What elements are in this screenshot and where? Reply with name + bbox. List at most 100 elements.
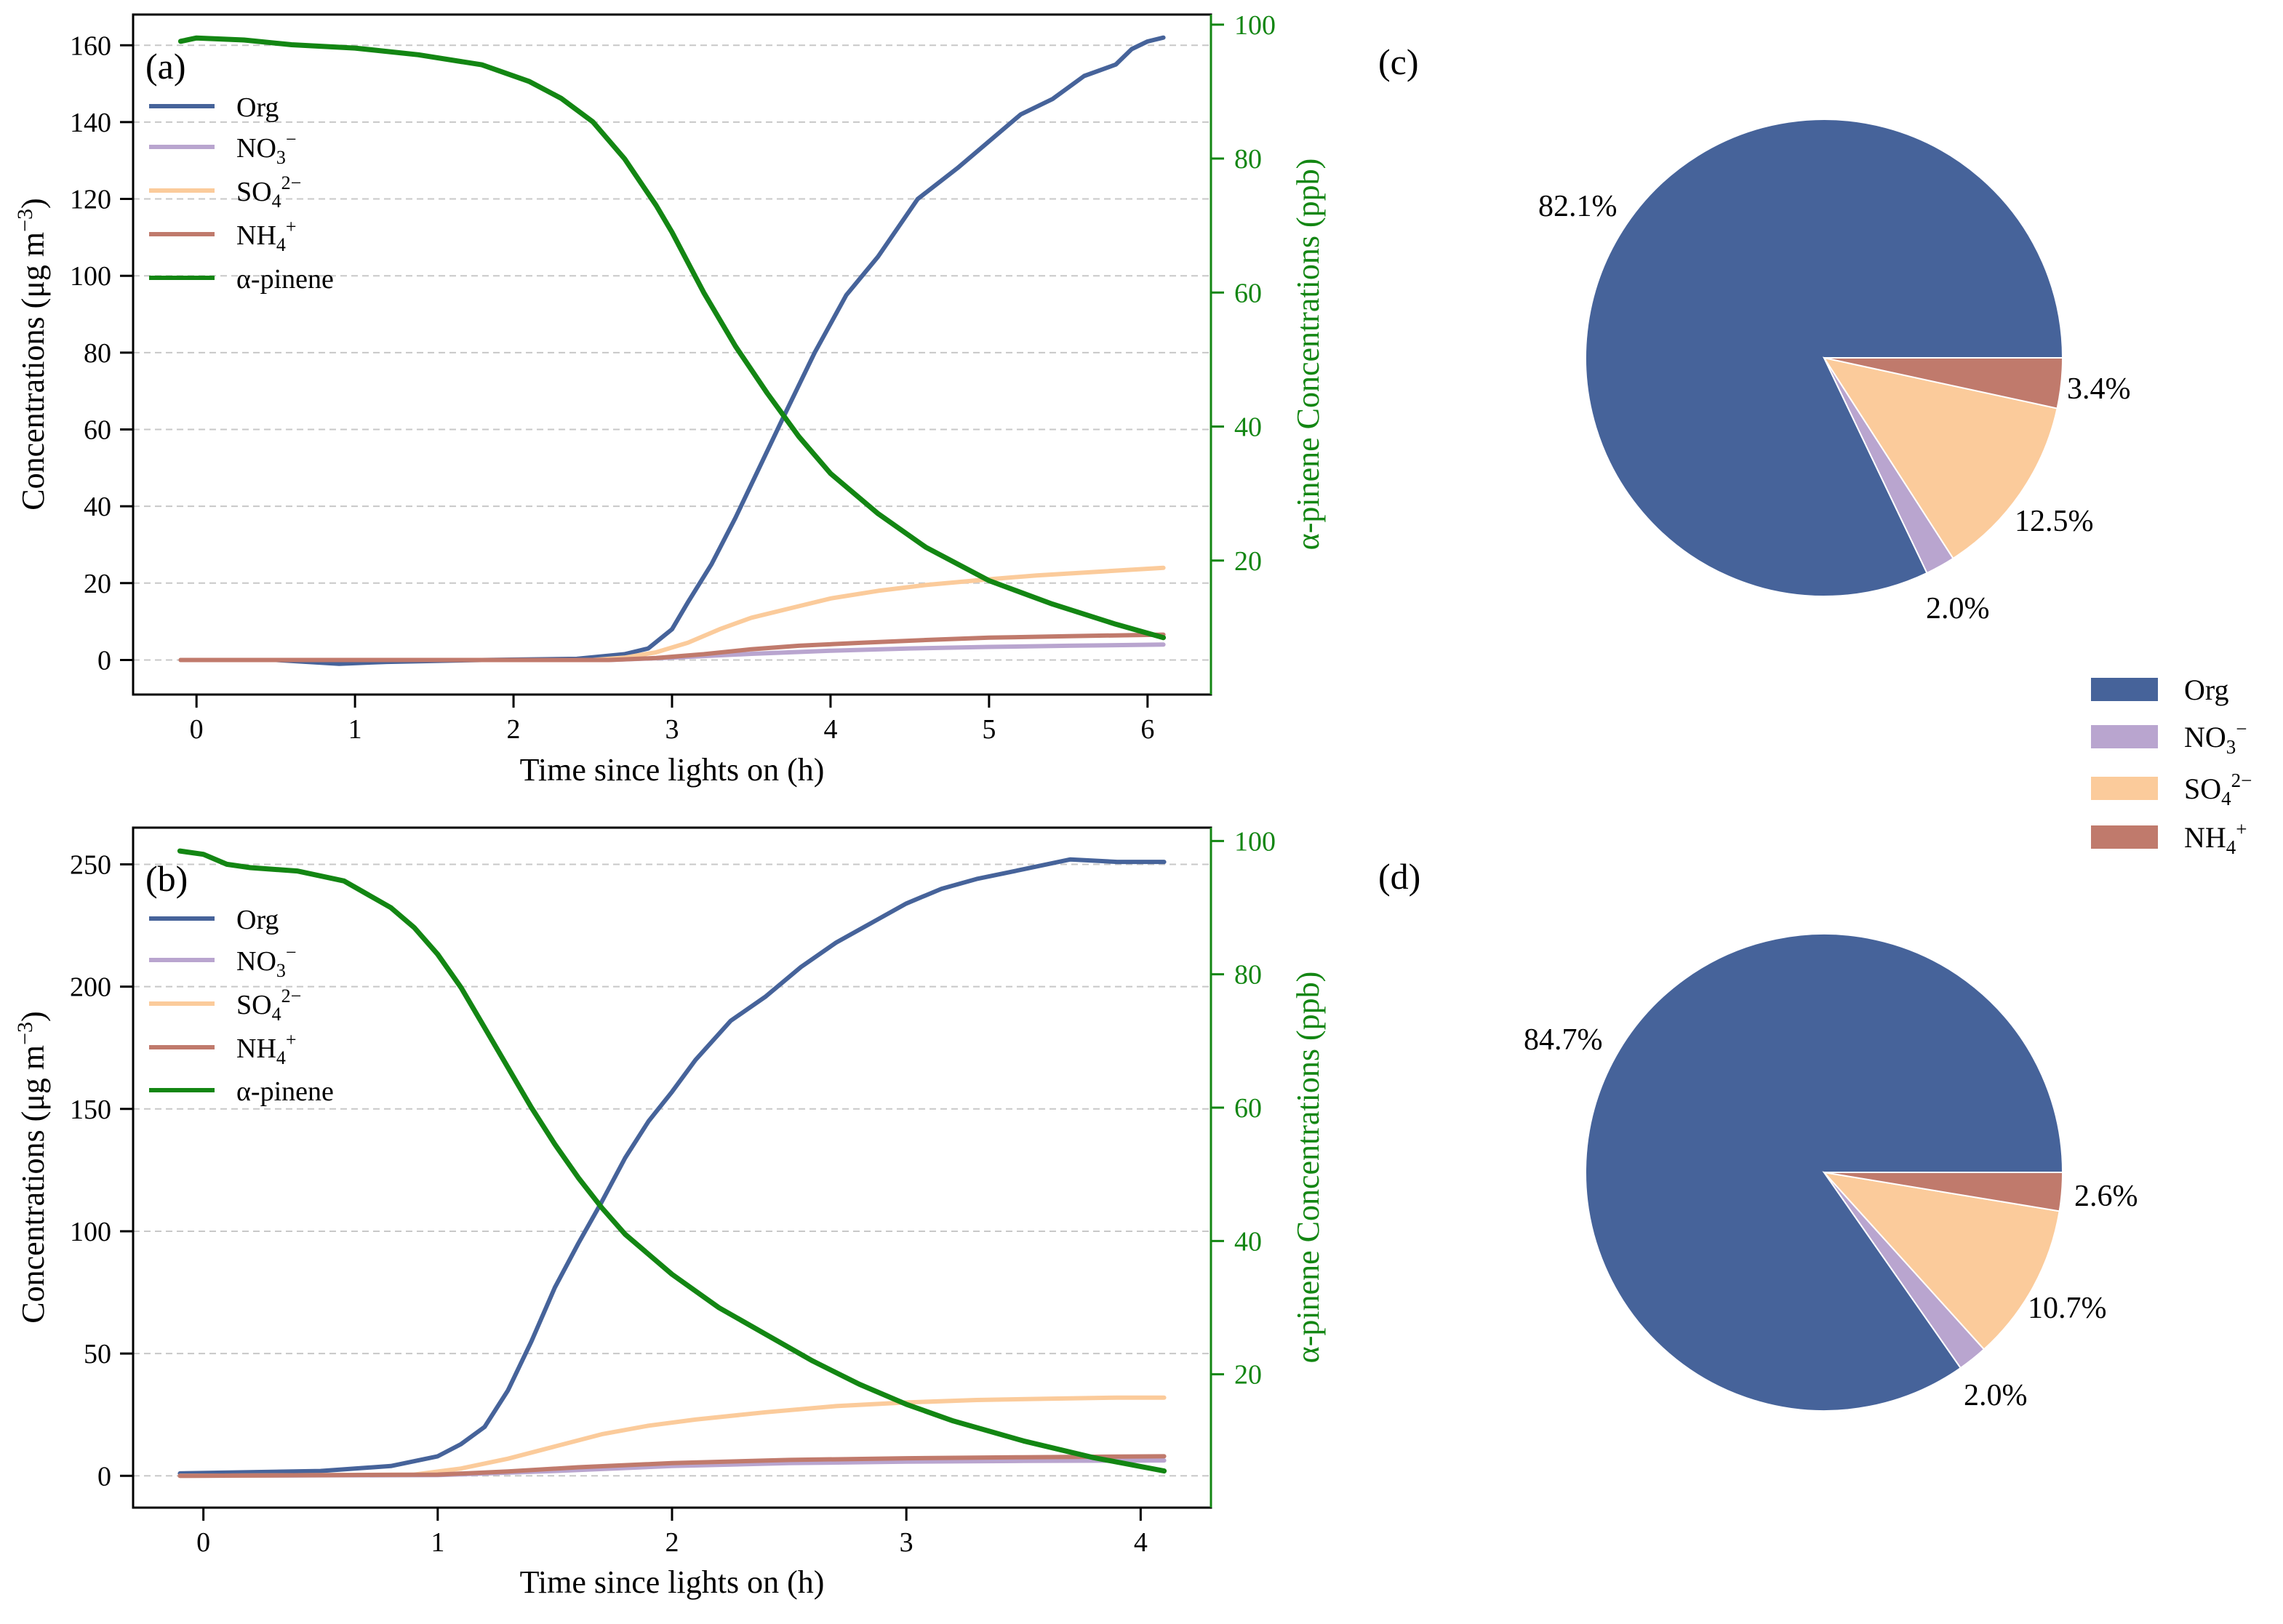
a-series-org-line bbox=[178, 35, 1166, 666]
b-x-tick-label-1: 1 bbox=[431, 1527, 444, 1558]
panel-a-label: (a) bbox=[145, 46, 186, 87]
c-slice-so4 bbox=[1822, 356, 2058, 560]
a-left-y-tick-label-40: 40 bbox=[84, 492, 111, 522]
b-right-y-tick-label-100: 100 bbox=[1234, 826, 1276, 857]
panel-d-value-label-so4: 10.7% bbox=[2028, 1292, 2107, 1325]
b-right-y-tick-label-20: 20 bbox=[1234, 1360, 1262, 1391]
panel-b-legend: Org NO3− SO42− NH4+ α-pinene bbox=[149, 905, 334, 1107]
b-left-y-tick-label-200: 200 bbox=[70, 972, 111, 1003]
a-right-y-tick-label-100: 100 bbox=[1234, 10, 1276, 41]
panel-b-line-chart: 0 1 2 3 4 0 50 100 150 200 250 20 40 60 80 100 (b) Ti… bbox=[13, 826, 1326, 1600]
a-left-y-tick-label-80: 80 bbox=[84, 338, 111, 369]
a-x-tick-label-2: 2 bbox=[507, 714, 521, 745]
panel-b-legend-no3-label: NO3− bbox=[236, 942, 297, 981]
b-right-y-tick-label-80: 80 bbox=[1234, 960, 1262, 991]
b-left-y-tick-label-150: 150 bbox=[70, 1095, 111, 1125]
panel-b-frame bbox=[132, 826, 1212, 1509]
panel-a-legend: Org NO3− SO42− NH4+ α-pinene bbox=[149, 92, 334, 295]
a-left-y-tick-label-100: 100 bbox=[70, 261, 111, 292]
panel-a-legend-org-label: Org bbox=[236, 92, 279, 123]
panel-a-x-axis-label: Time since lights on (h) bbox=[520, 752, 825, 788]
a-x-tick-label-5: 5 bbox=[982, 714, 996, 745]
b-left-y-tick-label-50: 50 bbox=[84, 1339, 111, 1369]
pie-legend-nh4-label: NH4+ bbox=[2184, 818, 2247, 858]
panel-d-value-label-no3: 2.0% bbox=[1964, 1379, 2028, 1412]
pie-legend-so4-swatch bbox=[2091, 777, 2158, 800]
pie-legend-so4-label: SO42− bbox=[2184, 769, 2252, 809]
a-x-tick-label-0: 0 bbox=[190, 714, 204, 745]
b-right-y-tick-label-40: 40 bbox=[1234, 1226, 1262, 1257]
panel-c-value-label-nh4: 3.4% bbox=[2067, 372, 2131, 406]
panel-b-series-group bbox=[177, 848, 1167, 1479]
pie-legend-org-swatch bbox=[2091, 678, 2158, 701]
a-left-y-tick-label-60: 60 bbox=[84, 415, 111, 446]
b-right-y-tick-label-60: 60 bbox=[1234, 1093, 1262, 1124]
panel-a-left-y-axis-label: Concentrations (μg m−3) bbox=[13, 198, 51, 510]
a-left-y-tick-label-140: 140 bbox=[70, 108, 111, 138]
panel-a-legend-pinene-label: α-pinene bbox=[236, 264, 334, 295]
panel-b-left-y-ticks: 0 50 100 150 200 250 bbox=[70, 849, 133, 1492]
panel-a-right-y-ticks: 20 40 60 80 100 bbox=[1211, 10, 1276, 577]
panel-c-value-label-no3: 2.0% bbox=[1926, 592, 1990, 625]
pie-legend-no3-label: NO3− bbox=[2184, 718, 2247, 758]
a-right-y-tick-label-20: 20 bbox=[1234, 546, 1262, 577]
a-x-tick-label-6: 6 bbox=[1140, 714, 1154, 745]
panel-b-legend-org-label: Org bbox=[236, 905, 279, 935]
a-series-pinene-line bbox=[177, 35, 1167, 641]
panel-b-legend-so4-label: SO42− bbox=[236, 985, 301, 1025]
a-x-tick-label-1: 1 bbox=[348, 714, 362, 745]
panel-c-value-label-so4: 12.5% bbox=[2015, 505, 2094, 538]
a-right-y-tick-label-80: 80 bbox=[1234, 144, 1262, 175]
panel-c-pie-chart: (c) 82.1% 2.0% 12.5% 3.4% bbox=[1378, 41, 2131, 625]
b-x-tick-label-3: 3 bbox=[900, 1527, 913, 1558]
a-right-y-tick-label-40: 40 bbox=[1234, 412, 1262, 443]
b-x-tick-label-4: 4 bbox=[1134, 1527, 1148, 1558]
panel-a-right-y-axis-label: α-pinene Concentrations (ppb) bbox=[1290, 159, 1326, 551]
panel-b-left-y-axis-label: Concentrations (μg m−3) bbox=[13, 1011, 51, 1323]
a-x-tick-label-3: 3 bbox=[665, 714, 679, 745]
panel-d-slices bbox=[1585, 933, 2064, 1412]
panel-a-series-group bbox=[177, 35, 1167, 666]
panel-a-legend-nh4-label: NH4+ bbox=[236, 216, 297, 255]
b-x-tick-label-2: 2 bbox=[665, 1527, 679, 1558]
b-left-y-tick-label-100: 100 bbox=[70, 1217, 111, 1247]
b-series-pinene-line bbox=[177, 848, 1167, 1474]
panel-a-legend-no3-label: NO3− bbox=[236, 129, 297, 168]
d-slice-so4 bbox=[1822, 1171, 2060, 1351]
a-right-y-tick-label-60: 60 bbox=[1234, 278, 1262, 308]
pie-legend-nh4-swatch bbox=[2091, 825, 2158, 849]
panel-c-slices bbox=[1585, 119, 2064, 597]
b-series-nh4-line bbox=[177, 1454, 1167, 1479]
a-left-y-tick-label-160: 160 bbox=[70, 31, 111, 61]
panel-b-legend-nh4-label: NH4+ bbox=[236, 1029, 297, 1068]
panel-a-left-y-ticks: 0 20 40 60 80 100 120 140 160 bbox=[70, 31, 133, 676]
b-left-y-tick-label-0: 0 bbox=[97, 1461, 111, 1492]
panel-d-value-label-nh4: 2.6% bbox=[2074, 1180, 2138, 1213]
panel-b-x-ticks: 0 1 2 3 4 bbox=[196, 1508, 1148, 1558]
c-slice-nh4 bbox=[1823, 357, 2064, 409]
panel-a-gridlines bbox=[133, 44, 1211, 661]
panel-a-frame bbox=[132, 13, 1212, 696]
a-left-y-tick-label-120: 120 bbox=[70, 185, 111, 215]
panel-a-x-ticks: 0 1 2 3 4 5 6 bbox=[190, 695, 1154, 745]
pie-legend-no3-swatch bbox=[2091, 725, 2158, 748]
panel-d-pie-chart: (d) 84.7% 2.0% 10.7% 2.6% bbox=[1378, 856, 2138, 1412]
b-series-org-line bbox=[177, 857, 1167, 1476]
a-left-y-tick-label-0: 0 bbox=[97, 645, 111, 676]
panel-b-label: (b) bbox=[145, 858, 188, 899]
a-left-y-tick-label-20: 20 bbox=[84, 569, 111, 599]
panel-b-x-axis-label: Time since lights on (h) bbox=[520, 1564, 825, 1600]
b-left-y-tick-label-250: 250 bbox=[70, 849, 111, 880]
panel-a-legend-so4-label: SO42− bbox=[236, 172, 301, 212]
panel-b-legend-pinene-label: α-pinene bbox=[236, 1076, 334, 1107]
b-x-tick-label-0: 0 bbox=[196, 1527, 210, 1558]
panel-c-label: (c) bbox=[1378, 41, 1419, 82]
d-slice-nh4 bbox=[1823, 1172, 2064, 1212]
pie-legend-org-label: Org bbox=[2184, 673, 2228, 706]
panel-a-line-chart: 0 1 2 3 4 5 6 0 20 40 60 80 100 120 140 160 20 40 60 80 10… bbox=[13, 10, 1326, 788]
panel-b-right-y-ticks: 20 40 60 80 100 bbox=[1211, 826, 1276, 1391]
panel-d-label: (d) bbox=[1378, 856, 1420, 897]
pie-legend: Org NO3− SO42− NH4+ bbox=[2091, 673, 2252, 858]
panel-c-value-label-org: 82.1% bbox=[1538, 190, 1618, 223]
